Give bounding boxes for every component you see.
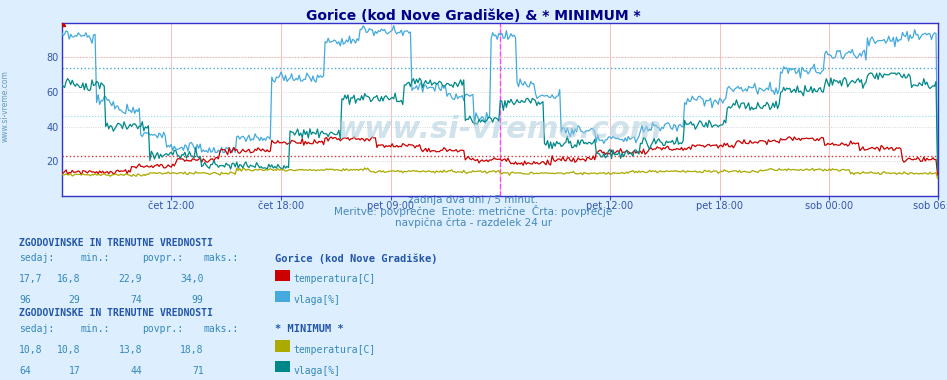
Text: 74: 74 xyxy=(131,295,142,305)
Text: maks.:: maks.: xyxy=(204,253,239,263)
Text: 29: 29 xyxy=(69,295,80,305)
Text: vlaga[%]: vlaga[%] xyxy=(294,295,341,305)
Text: 13,8: 13,8 xyxy=(118,345,142,355)
Text: 64: 64 xyxy=(19,366,30,375)
Text: min.:: min.: xyxy=(80,324,110,334)
Text: sedaj:: sedaj: xyxy=(19,324,54,334)
Text: 10,8: 10,8 xyxy=(57,345,80,355)
Text: 22,9: 22,9 xyxy=(118,274,142,284)
Text: navpična črta - razdelek 24 ur: navpična črta - razdelek 24 ur xyxy=(395,218,552,228)
Text: 99: 99 xyxy=(192,295,204,305)
Text: ZGODOVINSKE IN TRENUTNE VREDNOSTI: ZGODOVINSKE IN TRENUTNE VREDNOSTI xyxy=(19,308,213,318)
Text: sedaj:: sedaj: xyxy=(19,253,54,263)
Text: * MINIMUM *: * MINIMUM * xyxy=(275,324,344,334)
Text: 16,8: 16,8 xyxy=(57,274,80,284)
Text: 17: 17 xyxy=(69,366,80,375)
Text: maks.:: maks.: xyxy=(204,324,239,334)
Text: Meritve: povprečne  Enote: metrične  Črta: povprečje: Meritve: povprečne Enote: metrične Črta:… xyxy=(334,205,613,217)
Text: 71: 71 xyxy=(192,366,204,375)
Text: temperatura[C]: temperatura[C] xyxy=(294,274,376,284)
Text: www.si-vreme.com: www.si-vreme.com xyxy=(337,116,662,144)
Text: zadnja dva dni / 5 minut.: zadnja dva dni / 5 minut. xyxy=(408,195,539,205)
Text: ZGODOVINSKE IN TRENUTNE VREDNOSTI: ZGODOVINSKE IN TRENUTNE VREDNOSTI xyxy=(19,238,213,247)
Text: Gorice (kod Nove Gradiške) & * MINIMUM *: Gorice (kod Nove Gradiške) & * MINIMUM * xyxy=(306,10,641,24)
Text: www.si-vreme.com: www.si-vreme.com xyxy=(0,70,9,142)
Text: povpr.:: povpr.: xyxy=(142,253,183,263)
Text: 34,0: 34,0 xyxy=(180,274,204,284)
Text: 44: 44 xyxy=(131,366,142,375)
Text: min.:: min.: xyxy=(80,253,110,263)
Text: 10,8: 10,8 xyxy=(19,345,43,355)
Text: temperatura[C]: temperatura[C] xyxy=(294,345,376,355)
Text: Gorice (kod Nove Gradiške): Gorice (kod Nove Gradiške) xyxy=(275,253,438,264)
Text: vlaga[%]: vlaga[%] xyxy=(294,366,341,375)
Text: 17,7: 17,7 xyxy=(19,274,43,284)
Text: 18,8: 18,8 xyxy=(180,345,204,355)
Text: povpr.:: povpr.: xyxy=(142,324,183,334)
Text: 96: 96 xyxy=(19,295,30,305)
